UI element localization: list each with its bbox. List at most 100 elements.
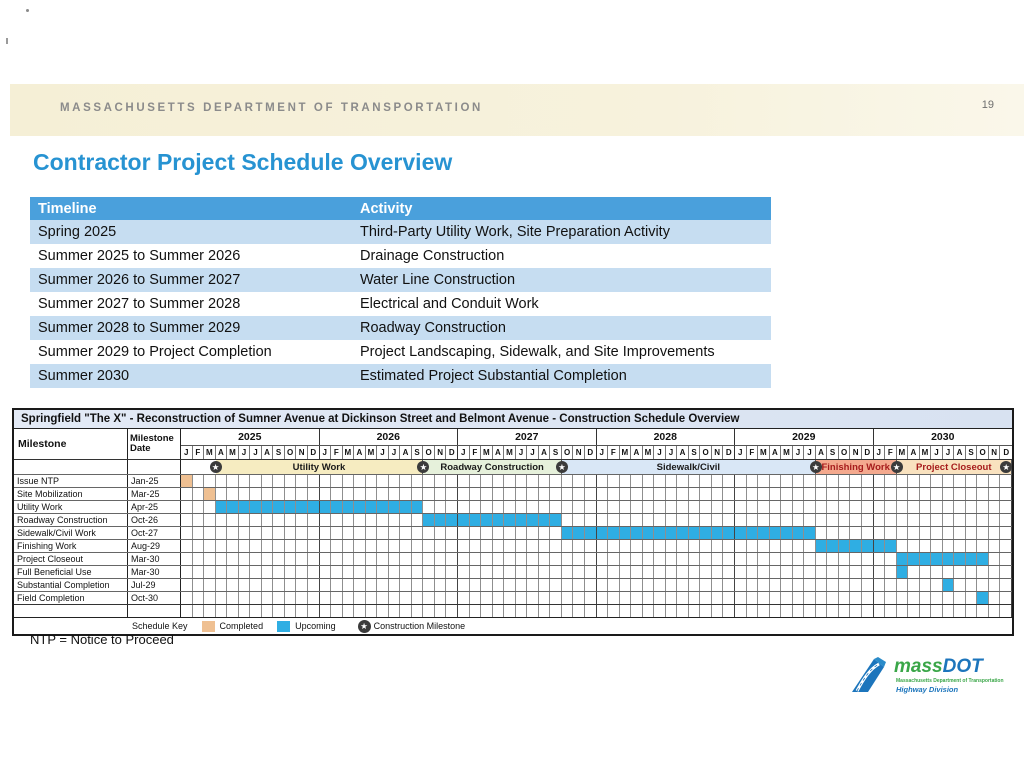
gantt-cell [250, 514, 262, 526]
gantt-cell [758, 475, 770, 487]
gantt-bar-cell [204, 488, 216, 500]
gantt-cell [1000, 514, 1012, 526]
gantt-cell [989, 527, 1001, 539]
gantt-cell [654, 579, 666, 591]
gantt-year: 2028 [597, 429, 735, 445]
gantt-cell [539, 579, 551, 591]
gantt-cell [689, 566, 701, 578]
gantt-row-date: Aug-29 [128, 540, 181, 552]
gantt-cell [920, 605, 932, 617]
gantt-bar-cell [423, 514, 435, 526]
gantt-cell [516, 501, 528, 513]
gantt-cell [585, 579, 597, 591]
gantt-cell [181, 527, 193, 539]
gantt-cell [747, 475, 759, 487]
gantt-cell [712, 514, 724, 526]
gantt-cell [377, 592, 389, 604]
gantt-cell [539, 501, 551, 513]
gantt-cell [643, 488, 655, 500]
gantt-cell [262, 527, 274, 539]
gantt-cell [827, 605, 839, 617]
gantt-cell [296, 488, 308, 500]
gantt-cell [435, 592, 447, 604]
gantt-bar-cell [735, 527, 747, 539]
gantt-cell [989, 488, 1001, 500]
gantt-month: M [897, 446, 909, 459]
gantt-cell [793, 540, 805, 552]
gantt-cell [943, 488, 955, 500]
gantt-cell [885, 605, 897, 617]
gantt-cell [758, 501, 770, 513]
gantt-cell [804, 514, 816, 526]
gantt-cell [435, 566, 447, 578]
gantt-cell [550, 605, 562, 617]
gantt-year: 2026 [320, 429, 458, 445]
gantt-cell [320, 566, 332, 578]
gantt-month: J [943, 446, 955, 459]
gantt-cell [285, 540, 297, 552]
gantt-cell [458, 566, 470, 578]
gantt-cell [862, 579, 874, 591]
gantt-row: Roadway Construction Oct-26 [14, 513, 1012, 526]
gantt-cell [989, 501, 1001, 513]
gantt-cell [573, 514, 585, 526]
gantt-month: J [735, 446, 747, 459]
table-row: Summer 2030 Estimated Project Substantial… [30, 364, 771, 388]
gantt-month: A [216, 446, 228, 459]
gantt-cell [597, 488, 609, 500]
gantt-month: F [885, 446, 897, 459]
table-header-row: Timeline Activity [30, 197, 771, 220]
gantt-cell [735, 540, 747, 552]
gantt-cell [400, 566, 412, 578]
milestone-date-column-header: Milestone Date [128, 429, 181, 459]
gantt-cell [747, 540, 759, 552]
gantt-cell [597, 475, 609, 487]
gantt-cell [527, 579, 539, 591]
gantt-cell [493, 475, 505, 487]
gantt-cell [1000, 553, 1012, 565]
gantt-cell [689, 579, 701, 591]
gantt-bar-cell [792, 527, 805, 539]
gantt-cell [585, 540, 597, 552]
gantt-cell [296, 475, 308, 487]
gantt-cell [216, 514, 228, 526]
gantt-cell [1000, 540, 1012, 552]
gantt-cell [366, 475, 378, 487]
gantt-cell [493, 592, 505, 604]
gantt-cell [389, 514, 401, 526]
gantt-cell [654, 566, 666, 578]
gantt-cell [631, 579, 643, 591]
gantt-cell [446, 475, 458, 487]
gantt-cell [966, 488, 978, 500]
gantt-row-date: Oct-27 [128, 527, 181, 539]
gantt-row-label: Roadway Construction [14, 514, 128, 526]
timeline-cell: Summer 2029 to Project Completion [38, 344, 272, 360]
activity-cell: Project Landscaping, Sidewalk, and Site … [360, 344, 715, 360]
gantt-header: Milestone Milestone Date 2025 2026 2027 202… [14, 429, 1012, 460]
gantt-cell [977, 605, 989, 617]
gantt-cell [816, 553, 828, 565]
gantt-month: M [920, 446, 932, 459]
gantt-cell [874, 501, 886, 513]
gantt-cell [216, 553, 228, 565]
gantt-cell [989, 514, 1001, 526]
gantt-cell [954, 501, 966, 513]
gantt-cell [193, 501, 205, 513]
gantt-cell [296, 553, 308, 565]
gantt-cell [377, 514, 389, 526]
gantt-cell [423, 605, 435, 617]
gantt-cell [770, 579, 782, 591]
gantt-cell [343, 527, 355, 539]
gantt-cell [597, 579, 609, 591]
massdot-road-icon [852, 657, 886, 692]
gantt-month: A [262, 446, 274, 459]
gantt-cell [747, 592, 759, 604]
gantt-cell [204, 579, 216, 591]
gantt-cell [562, 488, 574, 500]
gantt-row-label [14, 605, 128, 617]
gantt-cell [227, 475, 239, 487]
gantt-cell [458, 540, 470, 552]
gantt-bar-cell [700, 527, 712, 539]
gantt-cell [377, 566, 389, 578]
gantt-cell [793, 475, 805, 487]
